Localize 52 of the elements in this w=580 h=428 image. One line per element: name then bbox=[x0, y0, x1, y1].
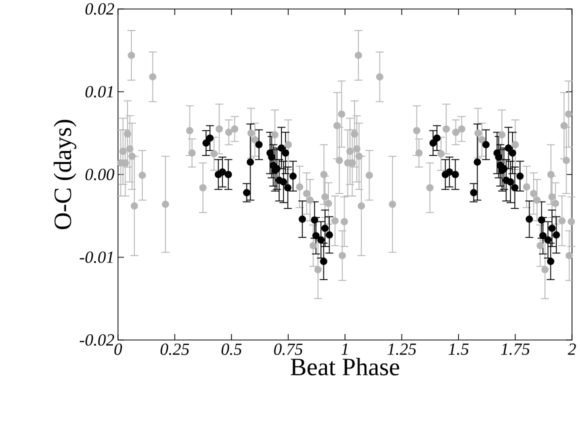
point bbox=[243, 189, 250, 196]
point bbox=[516, 172, 524, 180]
point bbox=[452, 170, 459, 178]
point bbox=[255, 141, 263, 148]
point bbox=[511, 184, 518, 192]
y-tick-label: -0.01 bbox=[80, 251, 113, 263]
point bbox=[446, 168, 454, 176]
point bbox=[526, 216, 533, 223]
point bbox=[282, 149, 290, 157]
point bbox=[482, 141, 490, 148]
y-tick-label: 0.01 bbox=[85, 86, 113, 98]
point bbox=[433, 134, 441, 142]
point bbox=[429, 139, 437, 147]
point bbox=[298, 216, 306, 223]
x-tick-label: 0.5 bbox=[222, 344, 242, 356]
point bbox=[504, 144, 512, 152]
x-tick-label: 0 bbox=[114, 344, 122, 355]
point bbox=[495, 153, 502, 161]
point bbox=[202, 139, 210, 147]
point bbox=[547, 258, 554, 266]
point bbox=[508, 149, 516, 157]
point bbox=[506, 178, 514, 186]
point bbox=[268, 153, 276, 161]
x-tick-label: 0.75 bbox=[274, 344, 303, 356]
point bbox=[552, 231, 560, 239]
point bbox=[310, 216, 318, 224]
point bbox=[289, 172, 297, 180]
x-tick-label: 1.5 bbox=[448, 344, 469, 355]
y-tick-label: 0.00 bbox=[85, 168, 114, 180]
point bbox=[206, 134, 214, 142]
x-tick-label: 2 bbox=[568, 344, 576, 355]
point bbox=[317, 236, 325, 244]
y-tick-label: -0.02 bbox=[80, 334, 114, 346]
x-tick-label: 1.25 bbox=[388, 344, 416, 355]
point bbox=[544, 236, 552, 244]
x-tick-label: 0.25 bbox=[160, 344, 190, 356]
point bbox=[280, 178, 288, 186]
point bbox=[284, 184, 292, 192]
x-tick-label: 1 bbox=[341, 344, 348, 355]
point bbox=[224, 170, 232, 178]
point bbox=[321, 224, 329, 232]
point bbox=[326, 231, 333, 239]
point bbox=[470, 189, 478, 196]
y-tick-label: 0.02 bbox=[85, 3, 114, 15]
x-axis-title: Beat Phase bbox=[290, 358, 400, 376]
point bbox=[538, 216, 546, 224]
point bbox=[278, 144, 286, 152]
point bbox=[320, 258, 328, 266]
point bbox=[548, 224, 556, 232]
point bbox=[218, 168, 226, 176]
x-tick-label: 1.75 bbox=[501, 344, 530, 355]
y-axis-title: O-C (days) bbox=[54, 120, 76, 230]
